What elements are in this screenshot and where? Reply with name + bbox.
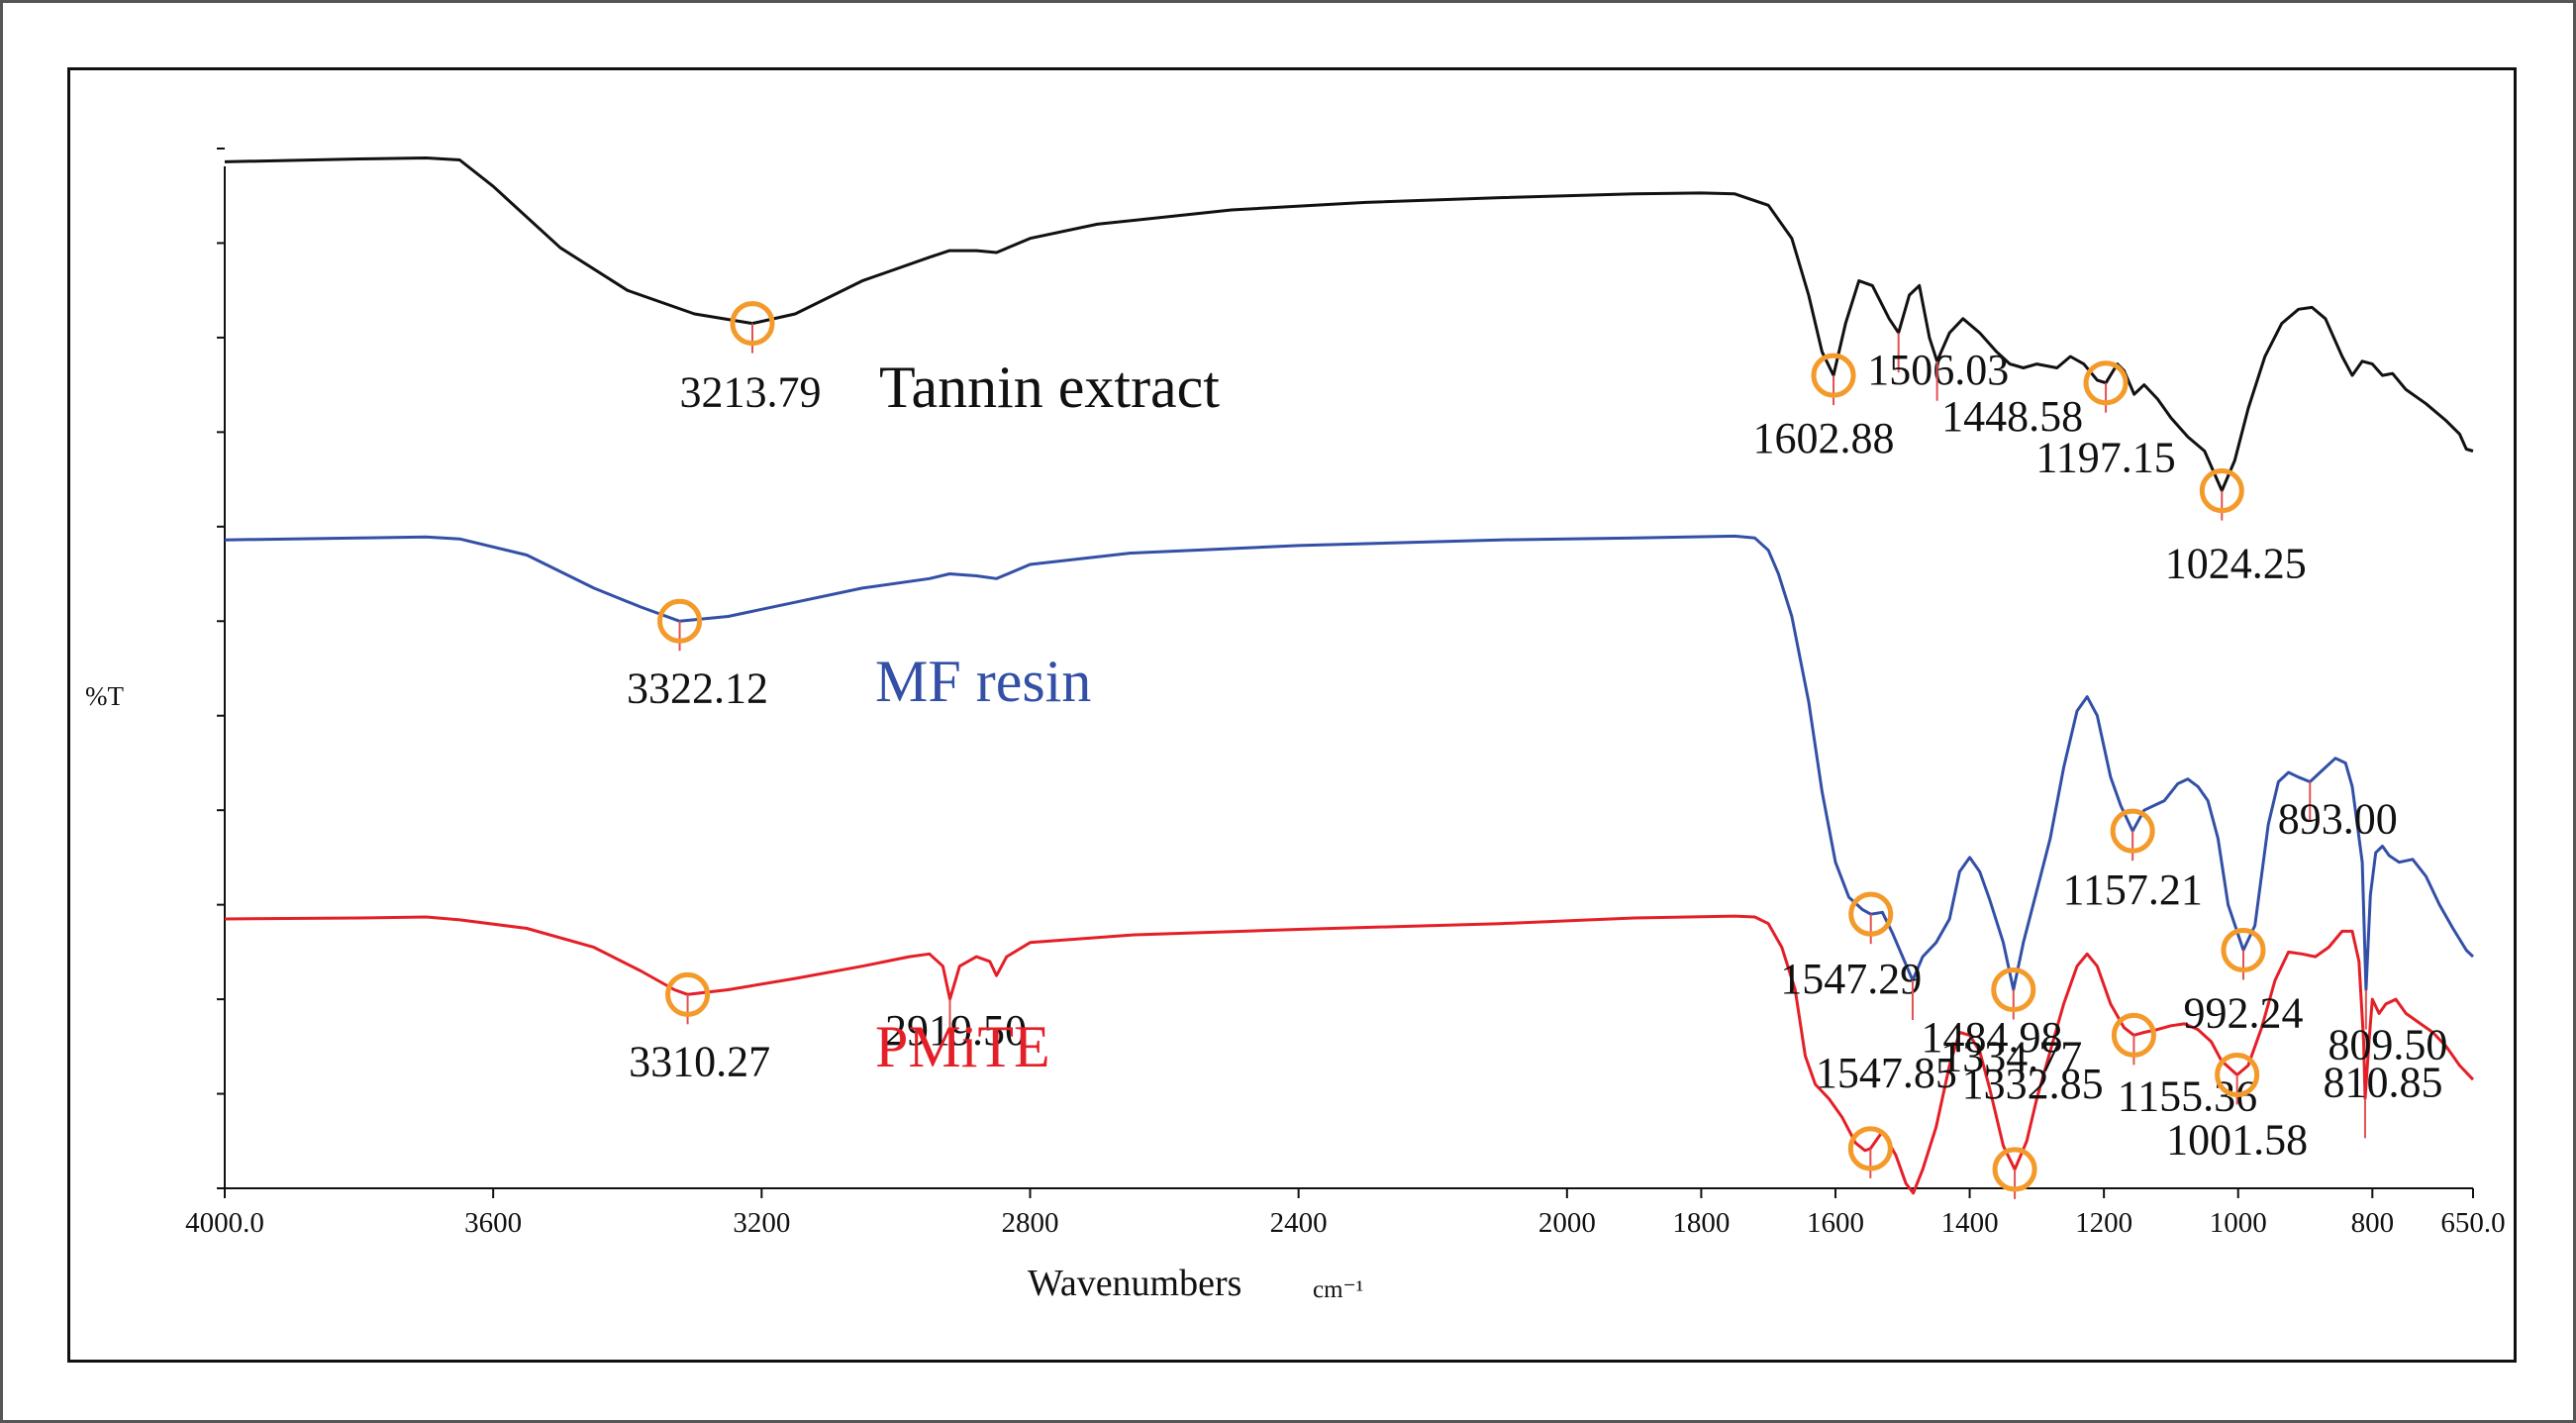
x-tick-label: 2800	[1001, 1207, 1058, 1239]
peak-annotation: 893.00	[2278, 782, 2398, 844]
peak-label: 3213.79	[679, 368, 821, 417]
x-tick-label: 1800	[1672, 1207, 1730, 1239]
peak-label: 1547.29	[1780, 955, 1922, 1003]
x-tick-label: 1200	[2075, 1207, 2132, 1239]
peak-label: 1332.85	[1962, 1060, 2104, 1108]
peak-label: 1197.15	[2035, 434, 2175, 482]
peak-label: 3322.12	[627, 663, 768, 712]
x-axis-unit: cm⁻¹	[1313, 1276, 1363, 1303]
x-tick-label: 1600	[1807, 1207, 1864, 1239]
x-tick-label: 2400	[1270, 1207, 1328, 1239]
peak-label: 1024.25	[2165, 540, 2307, 588]
y-axis	[217, 149, 225, 1188]
x-tick-label: 1400	[1941, 1207, 1999, 1239]
series-labels: Tannin extract MF resin PMiTE	[875, 355, 1220, 1079]
peak-annotation: 1157.21	[2062, 811, 2202, 914]
series-label: MF resin	[875, 649, 1091, 714]
series-layer	[225, 158, 2473, 1193]
x-tick-label: 2000	[1538, 1207, 1596, 1239]
peak-label: 3310.27	[629, 1037, 770, 1085]
peak-annotation: 1332.85	[1962, 1060, 2104, 1199]
ftir-chart: 4000.0 3600 3200 2800 2400 2000 1600 1800 1400 12…	[0, 0, 2576, 1423]
series-label: Tannin extract	[879, 355, 1220, 420]
x-tick-label: 1000	[2210, 1207, 2267, 1239]
peak-annotation: 3213.79	[679, 304, 821, 417]
series-label: PMiTE	[875, 1014, 1050, 1079]
peak-label: 810.85	[2323, 1058, 2442, 1106]
x-axis-title: Wavenumbers	[1028, 1263, 1241, 1304]
series-line-mf-resin	[225, 536, 2473, 989]
peak-label: 1157.21	[2062, 865, 2202, 914]
x-tick-label: 3600	[464, 1207, 522, 1239]
peak-annotation: 810.85	[2323, 1058, 2442, 1138]
x-tick-label: 4000.0	[185, 1207, 264, 1239]
y-axis-title: %T	[85, 681, 124, 711]
peak-annotation: 3310.27	[629, 974, 770, 1085]
peak-label: 1547.85	[1816, 1049, 1957, 1097]
peak-label: 992.24	[2183, 988, 2303, 1037]
peak-label: 893.00	[2278, 795, 2398, 844]
x-tick-label: 650.0	[2440, 1207, 2505, 1239]
peak-label: 1506.03	[1867, 346, 2009, 394]
peak-annotation: 3322.12	[627, 601, 768, 712]
x-axis: 4000.0 3600 3200 2800 2400 2000 1600 1800 1400 12…	[185, 1188, 2506, 1239]
peak-label: 1001.58	[2166, 1115, 2308, 1164]
x-tick-label: 3200	[733, 1207, 790, 1239]
x-tick-label: 800	[2351, 1207, 2395, 1239]
peak-annotation: 1547.85	[1816, 1049, 1957, 1178]
peak-label: 1602.88	[1753, 414, 1895, 462]
peak-annotation: 1024.25	[2165, 471, 2307, 588]
